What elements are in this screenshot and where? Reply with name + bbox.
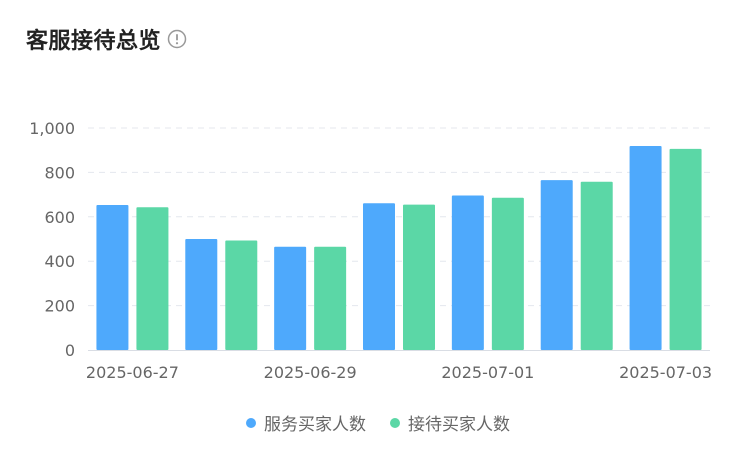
bar-service-buyers[interactable] [629, 145, 662, 350]
y-tick-label: 400 [44, 252, 75, 271]
bar-received-buyers[interactable] [136, 207, 169, 350]
x-tick-label: 2025-07-01 [441, 363, 534, 382]
bar-received-buyers[interactable] [491, 197, 524, 350]
bar-service-buyers[interactable] [274, 246, 307, 350]
y-tick-label: 800 [44, 163, 75, 182]
y-tick-label: 0 [65, 341, 75, 360]
legend-item-received-buyers[interactable]: 接待买家人数 [390, 410, 510, 435]
legend-item-service-buyers[interactable]: 服务买家人数 [246, 410, 366, 435]
legend-label: 接待买家人数 [408, 415, 510, 435]
legend-dot-icon [390, 417, 400, 428]
x-tick-label: 2025-06-29 [264, 363, 357, 382]
chart-legend: 服务买家人数 接待买家人数 [0, 410, 756, 435]
bar-received-buyers[interactable] [669, 148, 702, 350]
bar-received-buyers[interactable] [580, 181, 613, 350]
bar-service-buyers[interactable] [540, 180, 573, 350]
y-tick-label: 600 [44, 208, 75, 227]
bar-service-buyers[interactable] [96, 205, 129, 350]
bar-chart: 0 200 400 600 800 1,000 2025-06-27 2025-06-29 20… [29, 119, 712, 382]
bar-received-buyers[interactable] [403, 204, 435, 350]
bar-service-buyers[interactable] [363, 203, 395, 350]
legend-label: 服务买家人数 [264, 415, 366, 435]
x-tick-label: 2025-07-03 [619, 363, 712, 382]
info-circle-icon[interactable] [167, 29, 187, 49]
bar-received-buyers[interactable] [314, 246, 347, 350]
y-tick-label: 200 [44, 297, 75, 316]
chart-header: 客服接待总览 [26, 22, 187, 56]
bar-received-buyers[interactable] [225, 240, 258, 350]
chart-title: 客服接待总览 [26, 29, 162, 54]
y-tick-label: 1,000 [29, 119, 75, 138]
bar-service-buyers[interactable] [185, 239, 218, 350]
bar-service-buyers[interactable] [451, 195, 484, 350]
legend-dot-icon [246, 417, 256, 428]
x-tick-label: 2025-06-27 [86, 363, 179, 382]
